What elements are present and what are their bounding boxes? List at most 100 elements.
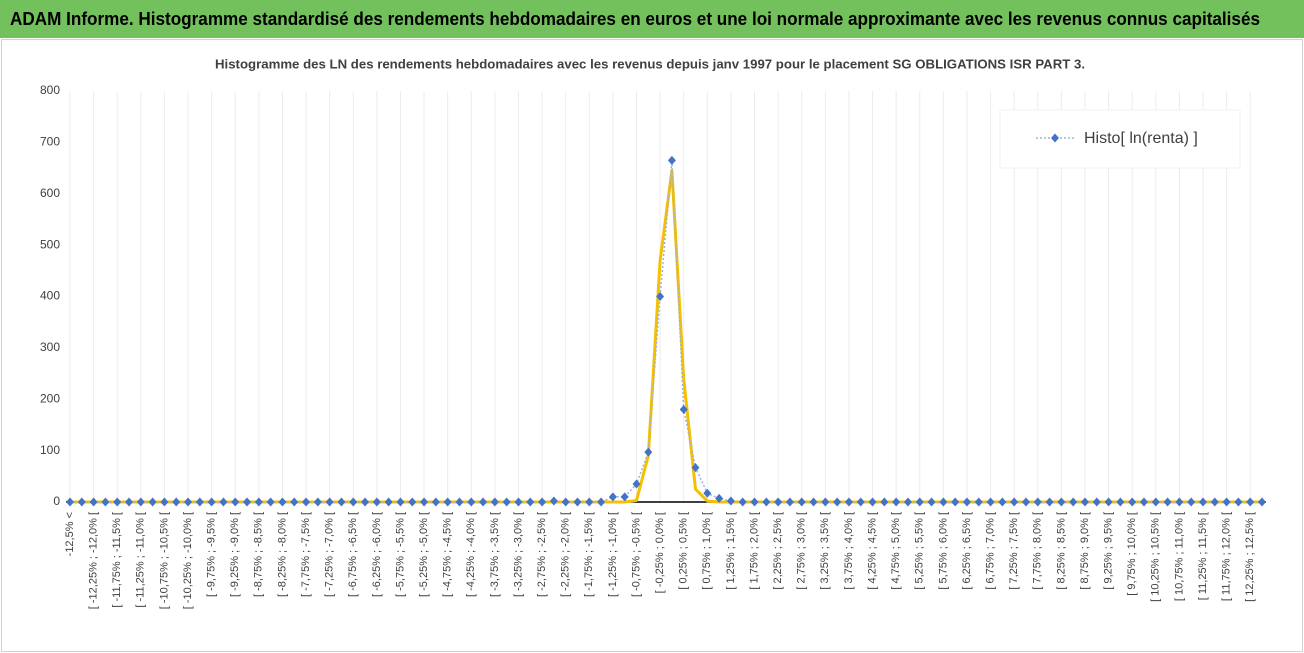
data-point [1187, 497, 1196, 507]
data-point [927, 497, 936, 507]
data-point [384, 497, 393, 507]
data-point [703, 488, 712, 498]
data-point [266, 497, 275, 507]
data-point [856, 497, 865, 507]
data-point [644, 447, 653, 457]
data-point [880, 497, 889, 507]
x-tick-label: [ -8,75% ; -8,5% [ [253, 512, 265, 597]
data-point [1045, 497, 1054, 507]
data-point [1080, 497, 1089, 507]
x-tick-label: [ 9,75% ; 10,0% [ [1126, 512, 1138, 596]
x-tick-label: [ -0,75% ; -0,5% [ [630, 512, 642, 597]
x-tick-label: [ -12,25% ; -12,0% [ [88, 512, 100, 609]
data-point [1163, 497, 1172, 507]
data-point [974, 497, 983, 507]
data-point [243, 497, 252, 507]
y-tick-label: 0 [53, 494, 60, 508]
x-tick-label: [ -10,25% ; -10,0% [ [182, 512, 194, 609]
x-tick-label: [ -9,75% ; -9,5% [ [206, 512, 218, 597]
chart-title: Histogramme des LN des rendements hebdom… [215, 56, 1085, 71]
x-tick-label: [ -2,75% ; -2,5% [ [536, 512, 548, 597]
data-point [998, 497, 1007, 507]
y-tick-label: 300 [40, 340, 60, 354]
data-point [467, 497, 476, 507]
data-point [184, 497, 193, 507]
data-point [431, 497, 440, 507]
data-point [774, 497, 783, 507]
data-point [715, 493, 724, 503]
data-point [113, 497, 122, 507]
legend-marker [1051, 133, 1059, 143]
data-point [986, 497, 995, 507]
data-point [219, 497, 228, 507]
x-tick-label: [ -3,75% ; -3,5% [ [489, 512, 501, 597]
data-point [667, 155, 676, 165]
data-point [1210, 497, 1219, 507]
x-tick-label: [ -0,25% ; 0,0% [ [654, 512, 666, 593]
x-tick-label: [ 4,25% ; 4,5% [ [866, 512, 878, 590]
data-point [608, 492, 617, 502]
x-tick-label: [ -3,25% ; -3,0% [ [512, 512, 524, 597]
x-tick-label: [ 10,75% ; 11,0% [ [1173, 512, 1185, 601]
data-point [1010, 497, 1019, 507]
x-tick-label: [ 0,75% ; 1,0% [ [701, 512, 713, 590]
y-tick-label: 100 [40, 443, 60, 457]
x-tick-label: [ -2,25% ; -2,0% [ [560, 512, 572, 597]
data-point [302, 497, 311, 507]
data-point [868, 497, 877, 507]
data-point [1104, 497, 1113, 507]
data-point [89, 497, 98, 507]
data-point [538, 497, 547, 507]
data-point [1234, 497, 1243, 507]
data-point [479, 497, 488, 507]
data-point [1151, 497, 1160, 507]
data-point [526, 497, 535, 507]
x-tick-label: [ 2,25% ; 2,5% [ [772, 512, 784, 590]
y-tick-label: 500 [40, 237, 60, 251]
x-tick-label: [ 1,75% ; 2,0% [ [748, 512, 760, 590]
y-tick-label: 700 [40, 135, 60, 149]
x-tick-label: [ 8,25% ; 8,5% [ [1055, 512, 1067, 590]
data-point [207, 497, 216, 507]
legend-box [999, 109, 1241, 169]
data-point [231, 497, 240, 507]
x-tick-label: [ -5,25% ; -5,0% [ [418, 512, 430, 597]
data-point [1069, 497, 1078, 507]
x-tick-label: [ 11,25% ; 11,5% [ [1197, 512, 1209, 600]
x-tick-label: [ -4,25% ; -4,0% [ [465, 512, 477, 597]
data-point [1057, 497, 1066, 507]
data-point [136, 497, 145, 507]
data-point [195, 497, 204, 507]
y-tick-label: 600 [40, 186, 60, 200]
data-point [290, 497, 299, 507]
data-point [915, 497, 924, 507]
data-point [597, 497, 606, 507]
data-point [585, 497, 594, 507]
data-point [892, 497, 901, 507]
x-tick-label: [ 11,75% ; 12,0% [ [1221, 512, 1233, 601]
x-tick-label: [ 1,25% ; 1,5% [ [725, 512, 737, 590]
data-point [1258, 497, 1266, 507]
x-tick-label: [ -4,75% ; -4,5% [ [442, 512, 454, 597]
data-point [396, 497, 405, 507]
x-tick-label: [ 4,75% ; 5,0% [ [890, 512, 902, 590]
x-tick-label: [ 2,75% ; 3,0% [ [796, 512, 808, 590]
x-tick-label: [ -7,25% ; -7,0% [ [324, 512, 336, 597]
data-point [1139, 497, 1148, 507]
data-point [514, 497, 523, 507]
x-tick-label: -12,5% < [64, 512, 76, 556]
x-tick-label: [ -10,75% ; -10,5% [ [158, 512, 170, 609]
x-tick-label: [ -7,75% ; -7,5% [ [300, 512, 312, 597]
data-point [903, 497, 912, 507]
data-point [1033, 497, 1042, 507]
header-title: ADAM Informe. Histogramme standardisé de… [10, 9, 1260, 29]
data-point [726, 496, 735, 506]
x-tick-label: [ -5,75% ; -5,5% [ [394, 512, 406, 597]
header-bar [0, 0, 1304, 38]
data-point [679, 405, 688, 415]
x-tick-label: [ -11,25% ; -11,0% [ [135, 512, 147, 608]
data-point [632, 479, 641, 489]
data-point [502, 497, 511, 507]
data-point [962, 497, 971, 507]
x-tick-label: [ 6,75% ; 7,0% [ [984, 512, 996, 590]
